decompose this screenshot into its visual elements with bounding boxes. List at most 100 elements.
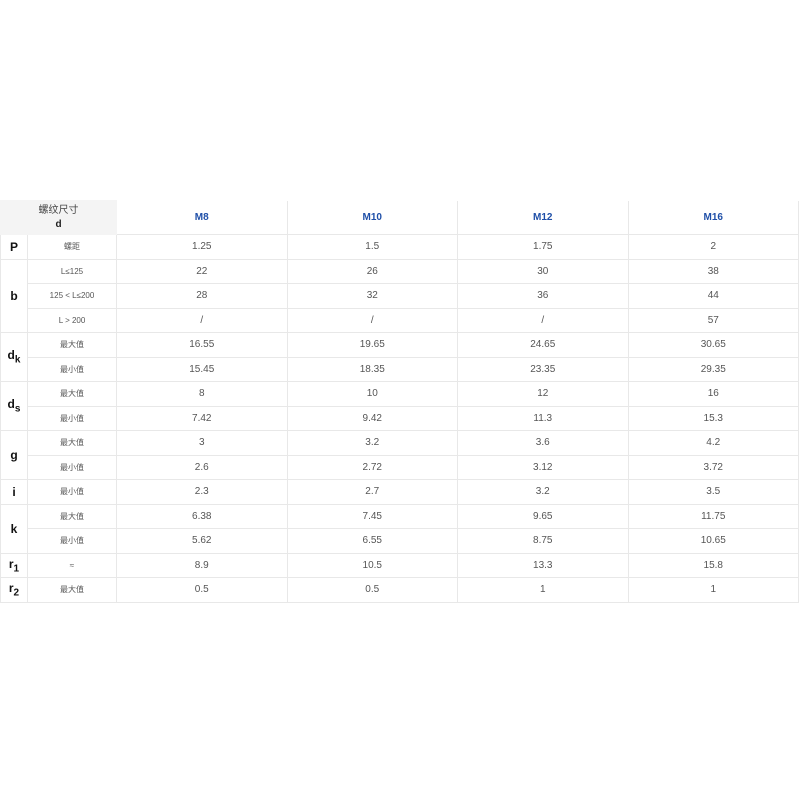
value-cell: 3.12 <box>457 454 629 480</box>
row-label: 最大值 <box>27 577 117 603</box>
table-row: 最小值 5.62 6.55 8.75 10.65 <box>1 528 799 554</box>
table-row: 最小值 15.45 18.35 23.35 29.35 <box>1 356 799 382</box>
value-cell: 6.55 <box>286 528 458 554</box>
row-label: 最大值 <box>27 381 117 407</box>
symbol-text: d <box>7 348 15 363</box>
symbol-text: b <box>10 288 18 303</box>
corner-label: 螺纹尺寸 <box>38 204 79 216</box>
row-label: 最小值 <box>27 356 117 382</box>
row-label: L > 200 <box>27 307 117 333</box>
value-cell: 38 <box>627 258 799 284</box>
value-cell: 44 <box>627 283 799 309</box>
value-cell: 2.72 <box>286 454 458 480</box>
table-row: 125 < L≤200 28 32 36 44 <box>1 283 799 309</box>
parameter-symbol: b <box>0 258 28 333</box>
value-cell: 8.75 <box>457 528 629 554</box>
table-row: k 最大值 6.38 7.45 9.65 11.75 <box>0 503 799 554</box>
corner-header: 螺纹尺寸 d <box>0 200 117 235</box>
value-cell: 15.3 <box>627 405 799 431</box>
value-cell: 16.55 <box>116 332 288 358</box>
table-row: dk 最大值 16.55 19.65 24.65 30.65 <box>0 332 799 382</box>
table-row: b L≤125 22 26 30 38 <box>0 258 799 333</box>
value-cell: 24.65 <box>457 332 629 358</box>
value-cell: 32 <box>286 283 458 309</box>
row-label: 125 < L≤200 <box>27 283 117 309</box>
table-row: i 最小值 2.3 2.7 3.2 3.5 <box>0 479 799 505</box>
value-cell: 15.8 <box>627 552 799 578</box>
row-label: 最小值 <box>27 454 117 480</box>
row-label: 最小值 <box>27 528 117 554</box>
value-cell: 11.75 <box>627 503 799 529</box>
parameter-symbol: dk <box>0 332 28 382</box>
row-label: 螺距 <box>27 234 117 260</box>
value-cell: 1.75 <box>457 234 629 260</box>
value-cell: 3.5 <box>627 479 799 505</box>
symbol-text: g <box>10 448 18 462</box>
table-row: 最小值 7.42 9.42 11.3 15.3 <box>1 405 799 431</box>
corner-symbol: d <box>55 218 62 230</box>
parameter-symbol: r2 <box>0 577 28 603</box>
table-row: 最小值 2.6 2.72 3.12 3.72 <box>1 454 799 480</box>
value-cell: 15.45 <box>116 356 288 382</box>
value-cell: 3 <box>116 430 288 456</box>
symbol-text: r <box>8 581 14 596</box>
value-cell: 7.42 <box>116 405 288 431</box>
value-cell: 7.45 <box>286 503 458 529</box>
value-cell: 10.5 <box>286 552 458 578</box>
table-row: P 螺距 1.25 1.5 1.75 2 <box>0 234 799 260</box>
parameter-symbol: P <box>0 234 28 260</box>
value-cell: 3.2 <box>457 479 629 505</box>
value-cell: 10 <box>286 381 458 407</box>
value-cell: 57 <box>627 307 799 333</box>
value-cell: 0.5 <box>116 577 288 603</box>
parameter-symbol: ds <box>0 381 28 431</box>
table-row: r1 ≈8.9 10.5 13.3 15.8 <box>0 552 799 578</box>
symbol-text: k <box>10 521 18 536</box>
value-cell: 11.3 <box>457 405 629 431</box>
value-cell: / <box>286 307 458 333</box>
value-cell: 12 <box>457 381 629 407</box>
value-cell: 28 <box>116 283 288 309</box>
value-cell: / <box>457 307 629 333</box>
row-label: 最大值 <box>27 503 117 529</box>
row-label: 最小值 <box>27 479 117 505</box>
row-label: 最大值 <box>27 430 117 456</box>
table-row: L > 200///57 <box>1 307 799 333</box>
symbol-subscript: s <box>14 403 21 415</box>
value-cell: 2.3 <box>116 479 288 505</box>
value-cell: 5.62 <box>116 528 288 554</box>
value-cell: 2 <box>627 234 799 260</box>
size-header-m10: M10 <box>286 200 458 235</box>
value-cell: 30 <box>457 258 629 284</box>
value-cell: 9.65 <box>457 503 629 529</box>
value-cell: 3.6 <box>457 430 629 456</box>
table-row: g 最大值 3 3.2 3.6 4.2 <box>0 430 799 480</box>
value-cell: 36 <box>457 283 629 309</box>
value-cell: 8 <box>116 381 288 407</box>
value-cell: 16 <box>627 381 799 407</box>
spec-table: 螺纹尺寸 d M8 M10 M12 M16 P 螺距 1.25 1.5 1.75 2 b L≤125… <box>0 200 799 603</box>
value-cell: 26 <box>286 258 458 284</box>
value-cell: 1 <box>627 577 799 603</box>
value-cell: 10.65 <box>627 528 799 554</box>
row-label: 最大值 <box>27 332 117 358</box>
symbol-subscript: k <box>14 354 21 366</box>
value-cell: 8.9 <box>116 552 288 578</box>
value-cell: 1.25 <box>116 234 288 260</box>
size-header-m12: M12 <box>457 200 629 235</box>
symbol-text: d <box>7 397 15 412</box>
symbol-subscript: 2 <box>13 587 20 599</box>
value-cell: 18.35 <box>286 356 458 382</box>
parameter-symbol: r1 <box>0 552 28 578</box>
table-row: ds 最大值 8 10 12 16 <box>0 381 799 431</box>
parameter-symbol: i <box>0 479 28 505</box>
value-cell: / <box>116 307 288 333</box>
value-cell: 22 <box>116 258 288 284</box>
value-cell: 2.6 <box>116 454 288 480</box>
value-cell: 13.3 <box>457 552 629 578</box>
symbol-text: r <box>8 556 14 571</box>
value-cell: 29.35 <box>627 356 799 382</box>
value-cell: 2.7 <box>286 479 458 505</box>
value-cell: 30.65 <box>627 332 799 358</box>
symbol-text: i <box>12 484 16 499</box>
